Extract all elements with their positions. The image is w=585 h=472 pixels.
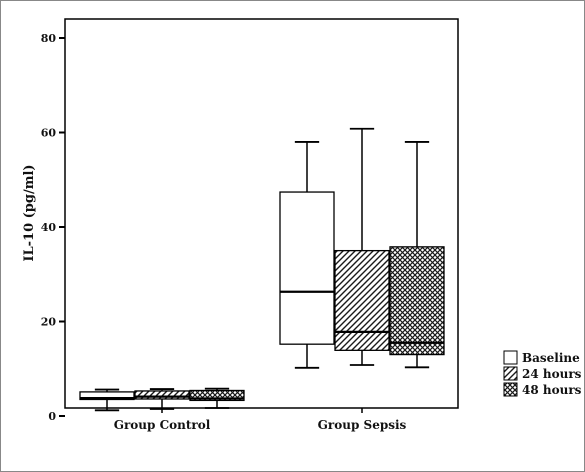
y-axis-label: IL-10 (pg/ml) — [22, 164, 37, 261]
x-tick-label: Group Control — [114, 418, 211, 432]
y-tick-label: 20 — [41, 316, 57, 329]
box-iqr — [389, 246, 445, 356]
box-0-2 — [189, 387, 245, 409]
y-tick-label: 40 — [41, 221, 57, 234]
legend: Baseline 24 hours 48 hours — [503, 350, 582, 397]
box-1-2 — [389, 141, 445, 369]
box-iqr — [79, 391, 135, 401]
legend-swatch — [503, 366, 518, 381]
box-0-1 — [134, 388, 190, 410]
legend-label: 24 hours — [522, 367, 582, 381]
box-1-0 — [279, 141, 335, 369]
x-axis: Group Control Group Sepsis — [114, 408, 407, 432]
y-tick-label: 80 — [41, 32, 57, 45]
legend-label: 48 hours — [522, 383, 582, 397]
x-tick-label: Group Sepsis — [318, 418, 407, 432]
box-1-1 — [334, 127, 390, 366]
legend-swatch — [503, 382, 518, 397]
y-tick-label: 60 — [41, 127, 57, 140]
box-0-0 — [79, 388, 135, 412]
box-iqr — [279, 191, 335, 345]
y-axis: 0 20 40 60 80 — [41, 32, 65, 423]
box-iqr — [189, 389, 245, 402]
box-iqr — [134, 390, 190, 400]
box-iqr — [334, 249, 390, 351]
legend-label: Baseline — [522, 351, 580, 365]
legend-swatch — [503, 350, 518, 365]
y-tick-label: 0 — [48, 410, 56, 423]
box-plots — [79, 127, 445, 412]
